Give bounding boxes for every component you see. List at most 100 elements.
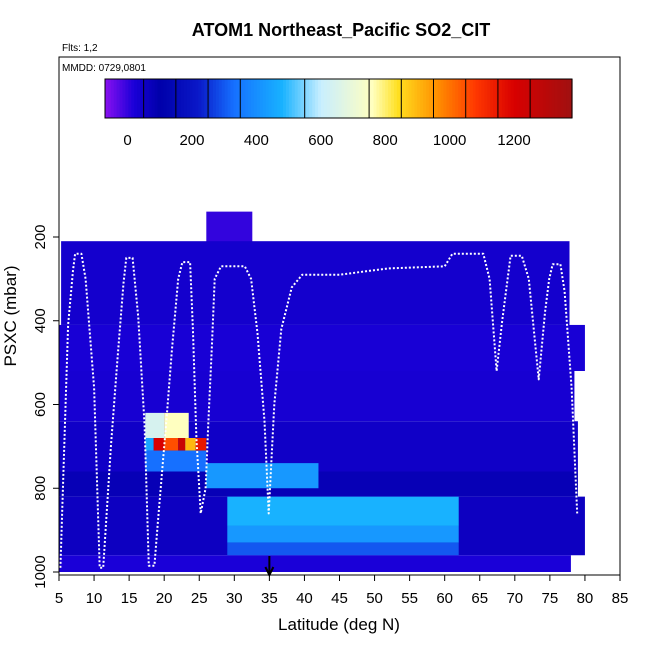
heatmap-cell [59,324,585,371]
colorbar-swatch [551,79,556,118]
colorbar-tick-label: 200 [179,132,204,149]
colorbar-swatch [455,79,459,118]
colorbar-swatch [262,79,267,118]
heatmap-cell [185,438,196,451]
colorbar-swatch [560,79,564,118]
heatmap-cell [227,525,459,543]
colorbar-swatch [192,79,197,118]
colorbar-swatch [259,79,264,118]
colorbar-swatch [326,79,331,118]
colorbar-tick-label: 1000 [433,132,466,149]
x-tick-label: 25 [191,590,208,607]
heatmap-cell [145,450,207,472]
colorbar-swatch [522,79,526,118]
heatmap-cell [59,371,575,422]
colorbar-swatch [315,79,319,118]
colorbar-swatch [128,79,132,118]
colorbar-swatch [169,79,173,118]
y-axis-label: PSXC (mbar) [1,265,20,366]
colorbar-swatch [452,79,456,118]
colorbar-swatch [274,79,278,118]
flights-label: Flts: 1,2 [62,43,98,54]
colorbar-swatch [221,79,226,118]
colorbar-swatch [306,79,310,118]
x-tick-label: 70 [506,590,523,607]
colorbar-swatch [364,79,369,118]
colorbar-swatch [519,79,523,118]
colorbar-swatch [405,79,410,118]
colorbar-swatch [536,79,541,118]
colorbar-swatch [382,79,386,118]
colorbar-swatch [358,79,363,118]
colorbar-swatch [542,79,547,118]
colorbar-swatch [300,79,305,118]
colorbar-swatch [230,79,235,118]
colorbar-swatch [423,79,427,118]
y-tick-label: 400 [32,308,49,333]
colorbar-swatch [393,79,398,118]
colorbar-swatch [163,79,167,118]
colorbar-swatch [344,79,348,118]
colorbar-swatch [385,79,389,118]
colorbar-swatch [125,79,129,118]
y-tick-label: 600 [32,392,49,417]
colorbar-swatch [513,79,518,118]
colorbar-swatch [294,79,299,118]
heatmap-cell [164,412,189,438]
colorbar-swatch [215,79,220,118]
colorbar-swatch [137,79,141,118]
heatmap-cell [227,542,459,556]
heatmap-cell [195,438,207,451]
colorbar-swatch [443,79,448,118]
colorbar-swatch [335,79,340,118]
colorbar-swatch [347,79,351,118]
colorbar-swatch [268,79,272,118]
y-axis: 200 400 600 800 1000 [32,224,59,589]
colorbar-swatch [210,79,214,118]
heatmap-cell [59,555,571,572]
colorbar-swatch [478,79,483,118]
colorbar-swatch [175,79,179,118]
y-tick-label: 1000 [32,555,49,588]
colorbar-swatch [142,79,147,118]
colorbar-swatch [370,79,375,118]
colorbar-swatch [388,79,392,118]
colorbar-swatch [548,79,553,118]
colorbar-swatch [402,79,407,118]
colorbar-swatch [484,79,488,118]
colorbar-swatch [248,79,252,118]
colorbar-swatch [353,79,357,118]
colorbar-swatch [499,79,503,118]
colorbar: 0 200 400 600 800 1000 1200 [104,78,573,149]
colorbar-swatch [285,79,290,118]
x-tick-label: 75 [542,590,559,607]
colorbar-swatch [458,79,462,118]
colorbar-swatch [107,79,112,118]
colorbar-swatch [356,79,360,118]
colorbar-swatch [376,79,380,118]
colorbar-swatch [332,79,337,118]
colorbar-swatch [309,79,313,118]
colorbar-swatch [297,79,302,118]
colorbar-swatch [318,79,322,118]
colorbar-swatch [116,79,121,118]
colorbar-swatch [446,79,451,118]
colorbar-swatch [545,79,550,118]
colorbar-tick-label: 400 [244,132,269,149]
x-tick-label: 15 [121,590,138,607]
x-axis-label: Latitude (deg N) [278,615,400,634]
x-tick-label: 10 [86,590,103,607]
y-tick-label: 800 [32,476,49,501]
colorbar-swatch [534,79,538,118]
colorbar-swatch [417,79,421,118]
colorbar-swatch [227,79,232,118]
colorbar-swatch [396,79,401,118]
colorbar-swatch [539,79,544,118]
x-axis: 5 10 15 20 25 30 35 40 45 50 55 60 65 70 75 80 85 [55,575,629,607]
x-tick-label: 85 [612,590,629,607]
colorbar-swatch [437,79,442,118]
colorbar-swatch [434,79,439,118]
colorbar-swatch [105,79,109,118]
colorbar-swatch [134,79,138,118]
